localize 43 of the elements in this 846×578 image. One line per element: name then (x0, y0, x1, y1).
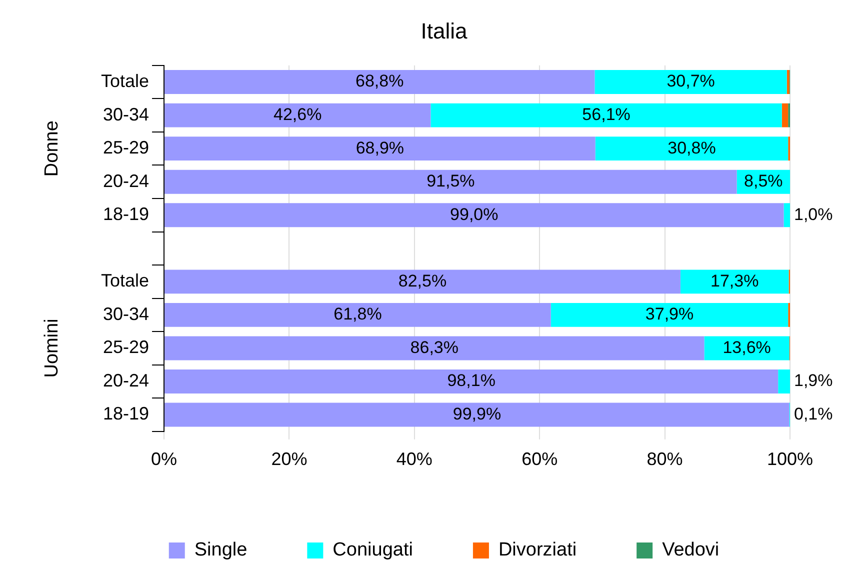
x-tick-label: 40% (396, 449, 432, 470)
y-tick-label: 25-29 (102, 138, 150, 158)
legend-label: Divorziati (498, 540, 577, 561)
y-tick-label: 30-34 (102, 104, 150, 124)
x-tick-label: 0% (151, 449, 178, 470)
x-tick-label: 20% (271, 449, 308, 470)
x-tick-label: 100% (766, 449, 814, 470)
data-label: 56,1% (582, 104, 630, 124)
y-tick-label: 18-19 (102, 404, 150, 424)
data-label: 82,5% (398, 271, 447, 290)
chart-title: Italia (420, 18, 468, 44)
data-label: 68,8% (356, 72, 404, 91)
data-label: 30,8% (668, 138, 716, 158)
data-label: 99,9% (452, 404, 502, 424)
y-tick-label: 25-29 (102, 337, 150, 358)
legend-label: Coniugati (332, 540, 413, 561)
data-label: 68,9% (356, 138, 404, 158)
data-label: 98,1% (447, 371, 496, 390)
y-tick-label: 20-24 (102, 170, 150, 191)
y-tick-label: 30-34 (102, 304, 150, 324)
data-label: 1,0% (794, 204, 833, 224)
text: Donne (41, 120, 62, 177)
x-tick-label: 80% (646, 449, 683, 470)
data-label: 17,3% (710, 271, 759, 290)
legend-label: Vedovi (662, 540, 720, 561)
data-label: 42,6% (274, 104, 322, 124)
data-label: 91,5% (426, 172, 475, 191)
data-label: 30,7% (666, 72, 715, 91)
y-tick-label: 20-24 (102, 370, 150, 390)
data-label: 0,1% (794, 404, 833, 424)
data-label: 13,6% (722, 338, 771, 357)
data-label: 1,9% (794, 371, 833, 390)
y-tick-label: 18-19 (102, 204, 150, 224)
data-label: 99,0% (450, 204, 498, 224)
data-label: 61,8% (334, 304, 382, 324)
text: Uomini (41, 318, 62, 378)
data-label: 8,5% (744, 172, 783, 191)
x-tick-label: 60% (522, 449, 558, 470)
y-tick-label: Totale (100, 270, 150, 291)
legend-label: Single (194, 540, 248, 561)
y-tick-label: Totale (100, 71, 150, 92)
data-label: 86,3% (410, 338, 458, 357)
data-label: 37,9% (645, 304, 694, 324)
